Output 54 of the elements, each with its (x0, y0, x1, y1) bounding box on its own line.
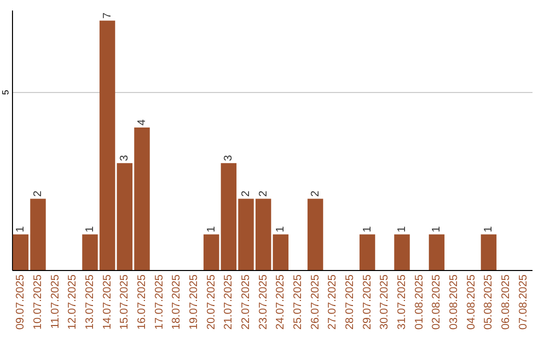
x-tick-label: 15.07.2025 (118, 274, 131, 330)
x-tick-label: 26.07.2025 (309, 274, 322, 330)
x-tick-label: 27.07.2025 (326, 274, 339, 330)
data-label: 2 (32, 190, 44, 197)
x-tick-label: 01.08.2025 (413, 274, 426, 330)
x-tick-label: 11.07.2025 (49, 274, 62, 329)
bar (394, 234, 410, 270)
data-label: 1 (84, 226, 96, 232)
x-tick-label: 16.07.2025 (136, 274, 148, 330)
x-tick-label: 30.07.2025 (378, 274, 391, 330)
bar (480, 234, 496, 270)
data-label: 1 (274, 226, 287, 232)
x-tick-label: 22.07.2025 (240, 274, 252, 330)
x-tick-label: 18.07.2025 (170, 274, 183, 330)
data-label: 1 (14, 226, 27, 232)
x-tick-label: 14.07.2025 (101, 274, 114, 330)
data-label: 4 (136, 119, 148, 126)
x-tick-label: 25.07.2025 (292, 274, 304, 330)
x-tick-label: 09.07.2025 (14, 274, 27, 330)
data-label: 1 (430, 226, 443, 232)
data-label: 3 (222, 155, 235, 162)
data-label: 1 (396, 226, 408, 232)
x-tick-label: 29.07.2025 (361, 274, 374, 330)
x-tick-label: 12.07.2025 (66, 274, 79, 330)
bar (308, 198, 324, 270)
bar (204, 234, 220, 270)
x-tick-label: 05.08.2025 (482, 274, 495, 330)
x-tick-label: 03.08.2025 (448, 274, 460, 330)
x-tick-label: 17.07.2025 (153, 274, 166, 330)
data-label: 7 (101, 12, 114, 19)
data-label: 3 (118, 155, 131, 162)
x-tick-label: 19.07.2025 (188, 274, 200, 330)
bar (272, 234, 288, 270)
x-tick-label: 24.07.2025 (274, 274, 287, 330)
x-tick-label: 07.08.2025 (517, 274, 530, 330)
x-tick-label: 31.07.2025 (396, 274, 408, 330)
x-tick-label: 28.07.2025 (344, 274, 356, 330)
bar (360, 234, 376, 270)
y-tick-label: 5 (0, 90, 10, 95)
x-tick-label: 13.07.2025 (84, 274, 96, 330)
x-tick-label: 10.07.2025 (32, 274, 44, 330)
bar (428, 234, 444, 270)
x-tick-label: 06.08.2025 (500, 274, 512, 330)
x-tick-label: 23.07.2025 (257, 274, 270, 330)
data-label: 2 (240, 190, 252, 197)
data-label: 2 (309, 190, 322, 197)
data-label: 2 (257, 190, 270, 197)
data-label: 1 (482, 226, 495, 232)
data-label: 1 (361, 226, 374, 232)
data-label: 1 (205, 226, 218, 232)
x-tick-label: 20.07.2025 (205, 274, 218, 330)
x-tick-label: 04.08.2025 (465, 274, 478, 330)
x-tick-label: 02.08.2025 (430, 274, 443, 330)
x-tick-label: 21.07.2025 (222, 274, 235, 330)
